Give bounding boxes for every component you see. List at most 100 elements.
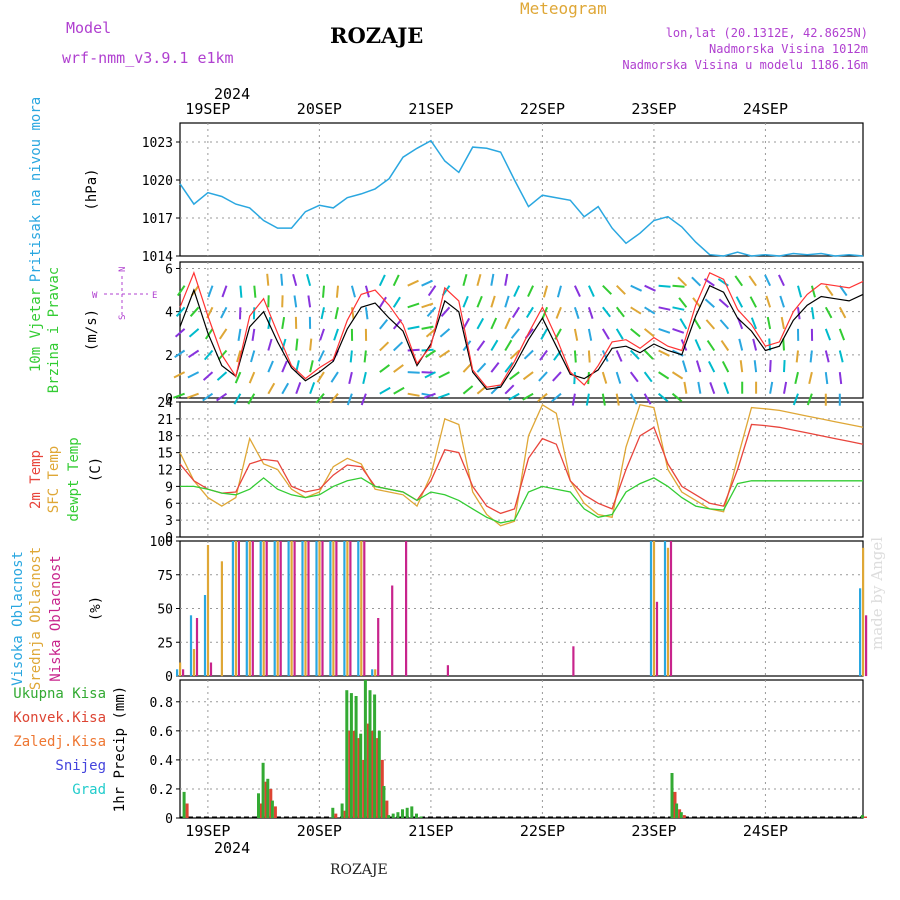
cloud-bar-low [572,646,575,676]
wind-barb [319,328,325,341]
compass-w: W [92,291,98,301]
wind-barb [683,381,688,394]
wind-barb [379,341,390,352]
wind-barb [425,328,437,338]
precip-bar-total [679,812,683,818]
precip-axis-tick-label: 0.8 [150,696,173,711]
chart-kind: Meteogram [520,0,607,18]
precip-bar-total [405,807,409,818]
wind-barb [672,327,685,334]
cloud-axis-tick-label: 25 [157,636,173,651]
wind-barb [734,275,744,287]
wind-barb [221,285,228,298]
wind-axis-tick-label: 6 [165,262,173,277]
wind-barb [704,298,715,309]
wind-barb [407,348,420,352]
wind-barb [810,307,815,320]
wind-barb [658,327,671,334]
cloud-bar-mid [220,561,223,677]
wind-barb [783,381,788,394]
wind-barb [765,295,772,308]
cloud-bar-low [377,618,380,676]
wind-barb [643,393,652,405]
wind-barb [766,316,772,330]
model-label: Model [66,19,112,37]
wind-barb [629,371,639,383]
date-label-top: 23SEP [631,100,676,118]
wind-barb [709,382,716,395]
wind-barb [427,285,437,297]
cloud-bar-low [307,541,310,676]
cloud-bar-high [245,541,248,676]
wind-barb [601,393,606,406]
precip-bar-total [270,800,274,818]
cloud-axis-tick-label: 100 [150,535,173,550]
wind-barb [693,318,702,330]
cloud-bar-high [315,541,318,676]
wind-barb [658,349,670,357]
wind-barb [691,276,702,287]
wind-unit: (m/s) [84,309,100,351]
precip-bar-convective [362,759,366,818]
wind-barb [615,371,622,384]
wind-barb [346,393,353,406]
wind-barb [309,360,314,373]
wind-barb [794,371,799,385]
wind-barb [573,306,580,320]
wind-barb [508,392,520,401]
cloud-bar-low [391,585,394,676]
wind-barb [407,392,420,397]
wind-barb [188,328,200,338]
precip-bar-convective [678,809,682,818]
temp-axis-tick-label: 21 [157,413,173,428]
precip-axis-tick-label: 0.4 [150,754,174,769]
precip-bar-total [363,680,367,818]
wind-barb [810,285,816,298]
temp-axis-tick-label: 18 [157,430,173,445]
cloud-bar-mid [206,545,210,676]
wind-barb [769,360,772,373]
cloud-bar-high [287,541,290,676]
wind-barb [672,306,685,311]
cloud-axis-tick-label: 0 [165,670,173,685]
temp-axis-tick-label: 12 [157,464,173,479]
wind-barb [677,276,688,287]
date-label-top: 19SEP [185,100,230,118]
cloud-bar-high [203,595,207,676]
wind-barb [234,371,242,384]
wind-barb [824,350,830,363]
precip-legend-item: Snijeg [55,758,106,774]
wind-barb [239,285,243,298]
wind-barb [838,328,846,341]
wind-barb [720,340,730,352]
wind-barb [421,371,434,374]
precip-legend-item: Zaledj.Kisa [13,734,106,750]
wind-barb [748,275,757,287]
date-label-bottom: 22SEP [520,822,565,840]
wind-barb [424,371,436,379]
compass-e: E [152,291,157,301]
wind-barb [629,393,638,405]
cloud-bar-low [363,541,366,676]
panel-frame-0 [179,122,864,257]
precip-bar-total [391,813,395,818]
wind-barb [378,274,386,287]
precip-bar-total [345,690,349,818]
cloud-bar-low [446,665,449,676]
wind-axis-tick-label: 4 [165,306,173,321]
precip-bar-total [410,806,414,818]
panel-frame-4 [179,679,864,819]
wind-barb [658,284,671,288]
wind-barb [320,307,325,320]
wind-barb [379,364,390,373]
wind-barb [777,274,785,287]
wind-barb [322,285,325,298]
wind-barb [553,349,562,361]
wind-barb [462,362,473,373]
temp-axis-tick-label: 6 [165,497,173,512]
wind-barb [220,306,228,319]
precip-legend-item: Konvek.Kisa [13,710,106,726]
cloud-bar-mid [179,662,182,676]
precip-bar-total [261,762,265,818]
